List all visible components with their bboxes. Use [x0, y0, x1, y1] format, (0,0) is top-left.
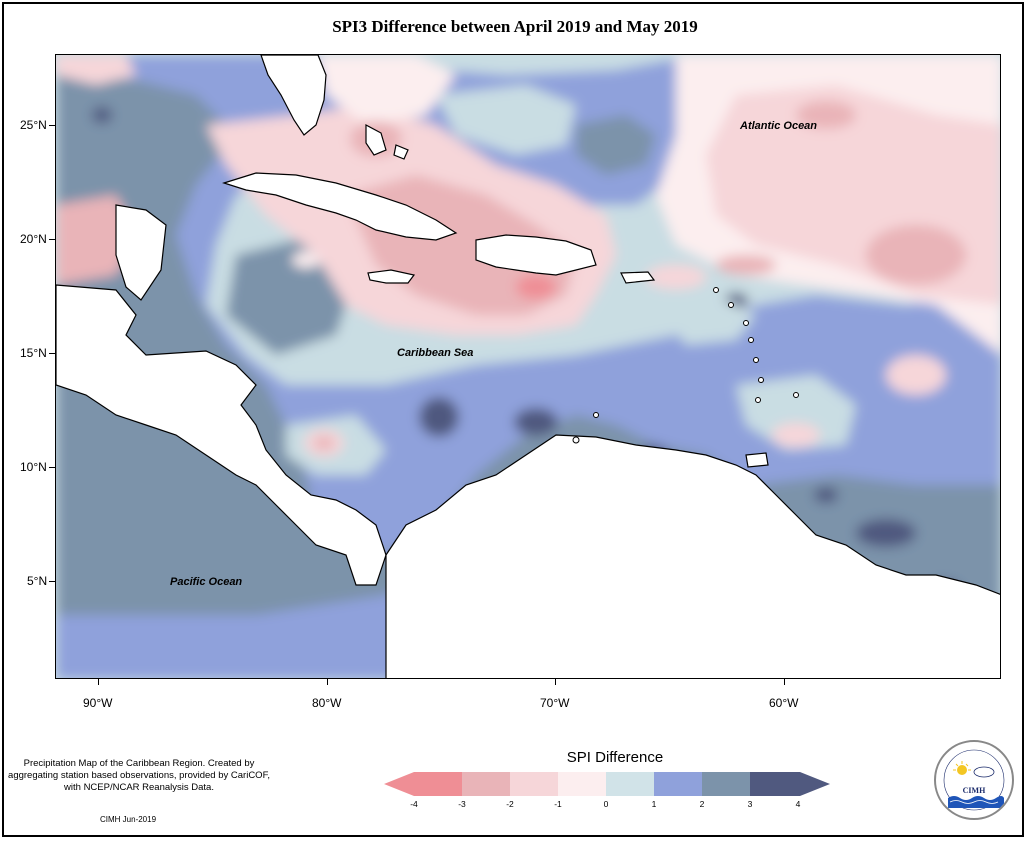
landmass-outlines	[56, 55, 1000, 678]
x-axis-label-90w: 90°W	[83, 696, 113, 710]
y-axis-label-5n: 5°N	[27, 574, 48, 588]
pacific-ocean-label: Pacific Ocean	[170, 576, 243, 588]
legend-swatch-4	[606, 772, 654, 796]
legend-tick-2: 2	[699, 799, 705, 809]
legend-tick-1: 1	[651, 799, 657, 809]
legend-tick-m4: -4	[410, 799, 418, 809]
legend-swatch-2	[510, 772, 558, 796]
y-axis-label-10n: 10°N	[20, 460, 47, 474]
y-tick-25n	[49, 125, 55, 126]
legend-swatch-0	[384, 772, 414, 796]
legend-swatch-7	[800, 772, 830, 796]
legend-swatch-6	[702, 772, 750, 796]
legend-swatch-3	[558, 772, 606, 796]
legend-tick-m2: -2	[506, 799, 514, 809]
y-tick-20n	[49, 239, 55, 240]
x-axis-label-60w: 60°W	[769, 696, 799, 710]
y-tick-15n	[49, 353, 55, 354]
y-axis-label-25n: 25°N	[20, 118, 47, 132]
legend-title: SPI Difference	[566, 749, 664, 766]
caribbean-sea-label: Caribbean Sea	[397, 347, 474, 359]
legend-swatch-5	[654, 772, 702, 796]
legend-tick-3: 3	[747, 799, 753, 809]
legend-swatch-0-body	[414, 772, 462, 796]
y-tick-5n	[49, 581, 55, 582]
map-panel	[55, 54, 1001, 679]
x-axis-label-70w: 70°W	[540, 696, 570, 710]
legend-tick-m1: -1	[554, 799, 562, 809]
lesser-antilles	[572, 287, 799, 444]
legend-tick-m3: -3	[458, 799, 466, 809]
legend-tick-0: 0	[603, 799, 609, 809]
x-tick-90w	[98, 679, 99, 685]
y-axis-label-20n: 20°N	[20, 232, 47, 246]
x-tick-70w	[555, 679, 556, 685]
x-axis-label-80w: 80°W	[312, 696, 342, 710]
legend-tick-4: 4	[795, 799, 801, 809]
map-footnote: Precipitation Map of the Caribbean Regio…	[8, 758, 270, 793]
y-tick-10n	[49, 467, 55, 468]
map-title: SPI3 Difference between April 2019 and M…	[332, 17, 698, 36]
color-legend-bar	[384, 772, 830, 801]
cimh-logo-text: CIMH	[962, 786, 986, 795]
atlantic-ocean-label: Atlantic Ocean	[740, 120, 818, 132]
map-credit: CIMH Jun-2019	[100, 815, 157, 824]
cimh-logo-emblem	[943, 749, 1005, 811]
spi-contour-map	[56, 55, 1000, 678]
x-tick-80w	[327, 679, 328, 685]
x-tick-60w	[784, 679, 785, 685]
cimh-logo: CIMH	[934, 740, 1014, 820]
y-axis-label-15n: 15°N	[20, 346, 47, 360]
legend-swatch-7-body	[750, 772, 800, 796]
legend-swatch-1	[462, 772, 510, 796]
